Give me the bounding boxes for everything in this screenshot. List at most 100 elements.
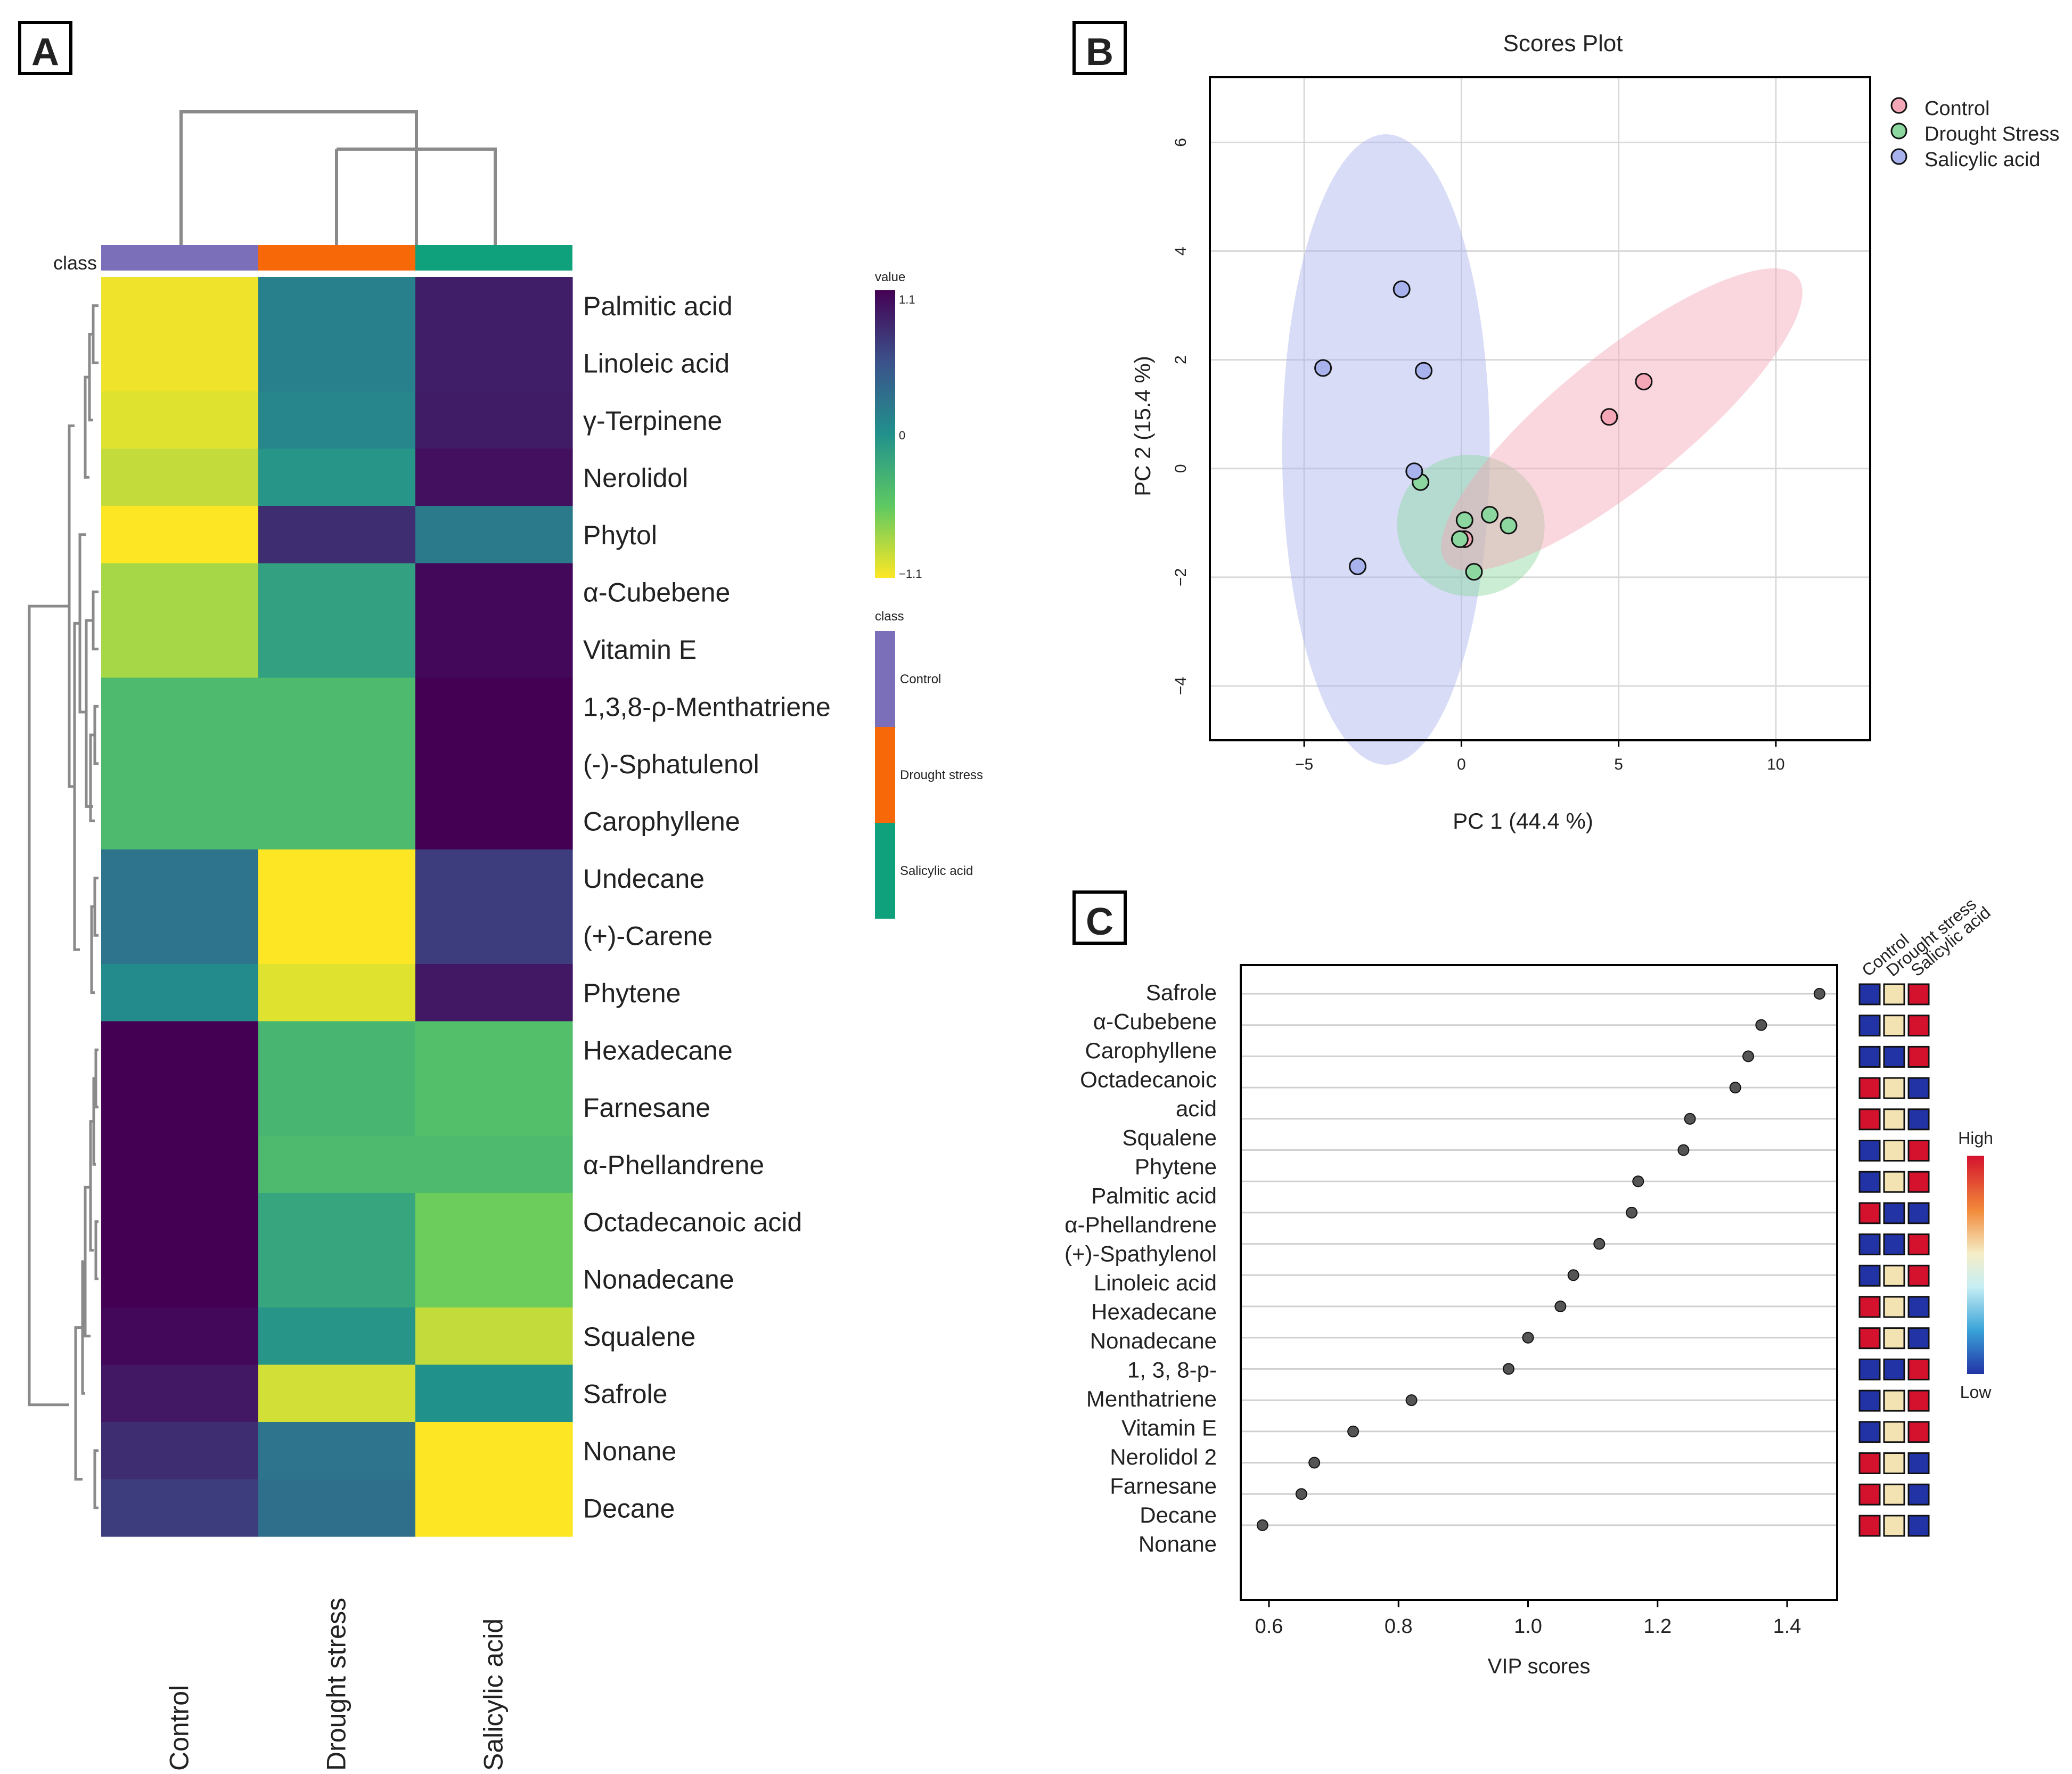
heatmap-cell xyxy=(258,391,416,449)
vip-group-box xyxy=(1907,1015,1930,1037)
value-legend-mid: 0 xyxy=(899,429,905,442)
class-legend-label: Drought stress xyxy=(900,768,983,782)
heatmap-row-label: Nerolidol xyxy=(583,463,688,493)
vip-category-label: Vitamin E xyxy=(1121,1416,1217,1441)
heatmap-cell xyxy=(415,849,573,908)
heatmap-cell xyxy=(101,1479,259,1537)
heatmap-cell xyxy=(258,1193,416,1251)
heatmap-cells xyxy=(101,277,573,1537)
value-legend-title: value xyxy=(875,270,905,284)
vip-labels: Safrole α-Cubebene Carophyllene Octadecanoi… xyxy=(1064,980,1217,1557)
value-legend-gradient xyxy=(875,290,895,578)
vip-dot xyxy=(1522,1331,1534,1344)
heatmap-cell xyxy=(415,906,573,964)
vip-category-label: Hexadecane xyxy=(1091,1299,1217,1325)
vip-group-box xyxy=(1883,1045,1905,1068)
heatmap-cell xyxy=(415,1193,573,1251)
class-bar-2 xyxy=(415,245,572,271)
heatmap-cell xyxy=(415,1250,573,1308)
vip-dot xyxy=(1677,1144,1690,1156)
vip-group-box xyxy=(1858,1389,1881,1412)
heatmap-cell xyxy=(258,792,416,850)
heatmap-cell xyxy=(415,677,573,735)
vip-group-box xyxy=(1858,1296,1881,1318)
vip-category-label: Linoleic acid xyxy=(1094,1270,1217,1295)
vip-plot-frame xyxy=(1240,964,1838,1601)
vip-group-box xyxy=(1858,1015,1881,1037)
heatmap-cell xyxy=(258,1021,416,1079)
heatmap-cell xyxy=(101,1250,259,1308)
vip-dot xyxy=(1405,1394,1418,1407)
pca-plot-frame xyxy=(1209,76,1871,741)
heatmap-cell xyxy=(415,391,573,449)
vip-dot xyxy=(1256,1519,1268,1531)
heatmap-cell xyxy=(415,563,573,621)
class-bar xyxy=(101,245,572,271)
heatmap-cell xyxy=(258,506,416,564)
heatmap-cell xyxy=(101,277,259,335)
vip-group-box xyxy=(1883,1358,1905,1380)
vip-x-tick-label: 0.6 xyxy=(1255,1615,1283,1638)
heatmap-row-label: Safrole xyxy=(583,1379,667,1409)
heatmap-row-label: 1,3,8-ρ-Menthatriene xyxy=(583,692,831,722)
dendro-row-branch xyxy=(74,1326,83,1481)
pca-point xyxy=(1635,372,1653,390)
heatmap-cell xyxy=(415,1307,573,1366)
heatmap-cell xyxy=(415,1364,573,1423)
vip-category-label: α-Phellandrene xyxy=(1064,1212,1217,1237)
vip-category-label: Nerolidol 2 xyxy=(1110,1444,1217,1469)
dendro-col-branch xyxy=(335,148,497,245)
vip-legend-low: Low xyxy=(1960,1383,1992,1402)
heatmap-cell xyxy=(101,1078,259,1137)
pca-ellipse xyxy=(1441,268,1803,571)
heatmap-cell xyxy=(258,1364,416,1423)
dendro-row-branch xyxy=(90,905,95,994)
vip-dot xyxy=(1308,1457,1321,1469)
pca-y-axis-label: PC 2 (15.4 %) xyxy=(1130,356,1155,496)
vip-category-label: Palmitic acid xyxy=(1091,1183,1217,1208)
vip-group-box xyxy=(1883,1515,1905,1537)
vip-group-box xyxy=(1883,1140,1905,1162)
pca-legend-label: Salicylic acid xyxy=(1924,149,2041,171)
vip-group-box xyxy=(1883,1108,1905,1131)
heatmap-row-label: Squalene xyxy=(583,1322,695,1352)
vip-dot xyxy=(1632,1175,1644,1188)
vip-group-box xyxy=(1907,1108,1930,1131)
vip-category-label: Decane xyxy=(1140,1502,1217,1527)
vip-ticks: 0.6 0.8 1.0 1.2 1.4 xyxy=(1255,1600,1801,1638)
value-legend-max: 1.1 xyxy=(899,293,915,306)
pca-point xyxy=(1481,505,1499,524)
pca-point xyxy=(1600,408,1618,426)
vip-group-box xyxy=(1907,1264,1930,1287)
heatmap-value-legend: value 1.1 0 −1.1 xyxy=(875,270,922,581)
heatmap-row-label: Palmitic acid xyxy=(583,291,733,321)
heatmap-cell xyxy=(101,1021,259,1079)
pca-point xyxy=(1451,530,1469,548)
vip-category-label: Nonadecane xyxy=(1090,1328,1217,1353)
pca-y-tick-label: 6 xyxy=(1172,138,1190,147)
vip-group-box xyxy=(1858,1171,1881,1193)
heatmap-cell xyxy=(101,506,259,564)
heatmap-row-label: Vitamin E xyxy=(583,635,697,665)
heatmap-cell xyxy=(101,792,259,850)
vip-group-box xyxy=(1883,983,1905,1005)
heatmap-cell xyxy=(258,677,416,735)
heatmap-cell xyxy=(415,1078,573,1137)
dendro-col-root xyxy=(179,110,418,245)
vip-x-tick-label: 0.8 xyxy=(1385,1615,1413,1638)
heatmap-cell xyxy=(415,964,573,1022)
vip-group-box xyxy=(1907,1233,1930,1256)
heatmap-cell xyxy=(258,849,416,908)
vip-category-label: Squalene xyxy=(1123,1125,1217,1150)
class-legend-label: Salicylic acid xyxy=(900,864,973,878)
dendro-row-branch xyxy=(92,590,99,651)
pca-legend-swatch xyxy=(1890,148,1907,165)
vip-category-label: Farnesane xyxy=(1110,1474,1217,1499)
vip-category-label: 1, 3, 8-p- xyxy=(1127,1358,1217,1383)
vip-category-label: Menthatriene xyxy=(1086,1386,1217,1411)
heatmap-column-label: Drought stress xyxy=(322,1598,351,1771)
pca-x-tick-label: −5 xyxy=(1295,756,1313,773)
heatmap-cell xyxy=(258,964,416,1022)
pca-point xyxy=(1349,557,1367,575)
panel-a: A class Palmitic acid Linoleic acid γ-Terp… xyxy=(18,21,983,1771)
